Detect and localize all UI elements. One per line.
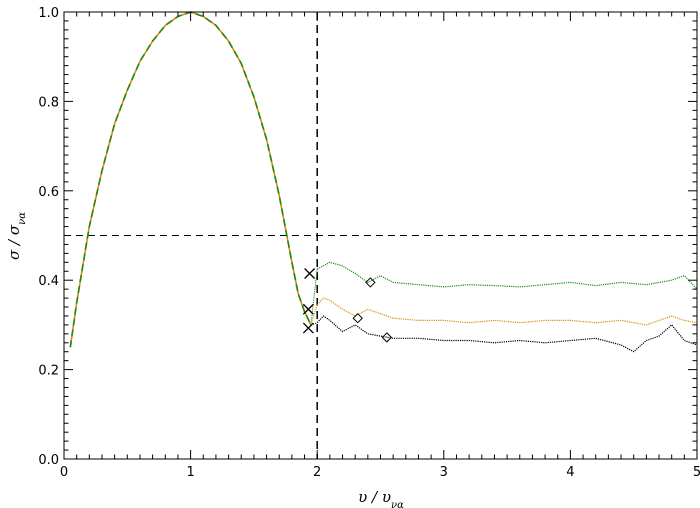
y-tick-label: 0.6: [38, 185, 59, 200]
tick-labels: 0 1 2 3 4 5 0.0 0.2 0.4 0.6 0.8 1.0: [38, 6, 700, 480]
series-line-0: [316, 261, 698, 290]
shared-curve-green: [69, 11, 312, 348]
axes: [63, 11, 698, 460]
x-tick-label: 3: [440, 465, 448, 480]
reference-lines: [64, 12, 697, 459]
shared-curve-orange: [69, 11, 312, 348]
y-tick-label: 0.0: [38, 453, 59, 468]
data-curves: [69, 11, 698, 353]
x-axis-label-sub: να: [391, 500, 404, 508]
x-axis-label-main: υ / υ: [358, 488, 391, 506]
x-tick-label: 5: [693, 465, 700, 480]
y-tick-label: 0.4: [38, 274, 59, 289]
diamond-marker-1: [352, 312, 363, 324]
diamond-marker-0: [365, 277, 376, 288]
series-connector-0: [310, 268, 318, 325]
y-axis-label-main: σ / σ: [5, 224, 23, 260]
data-markers: [302, 268, 393, 343]
x-tick-label: 4: [566, 465, 574, 480]
cross-marker-0-b: [304, 268, 316, 279]
cross-marker-2-b: [302, 322, 314, 334]
x-axis-label: υ / υνα: [358, 488, 404, 508]
y-axis-label-sub: να: [17, 212, 28, 225]
series-line-1: [316, 297, 698, 326]
x-tick-label: 2: [313, 465, 321, 480]
x-tick-label: 0: [60, 465, 68, 480]
series-line-2: [316, 315, 698, 353]
y-tick-label: 1.0: [38, 6, 59, 21]
cross-marker-1-b: [302, 303, 314, 315]
series-connector-1: [310, 304, 318, 326]
x-tick-label: 1: [186, 465, 194, 480]
y-tick-label: 0.2: [38, 364, 59, 379]
diamond-marker-2: [381, 332, 393, 343]
y-axis-label: σ / σνα: [5, 212, 28, 260]
y-tick-label: 0.8: [38, 95, 59, 110]
